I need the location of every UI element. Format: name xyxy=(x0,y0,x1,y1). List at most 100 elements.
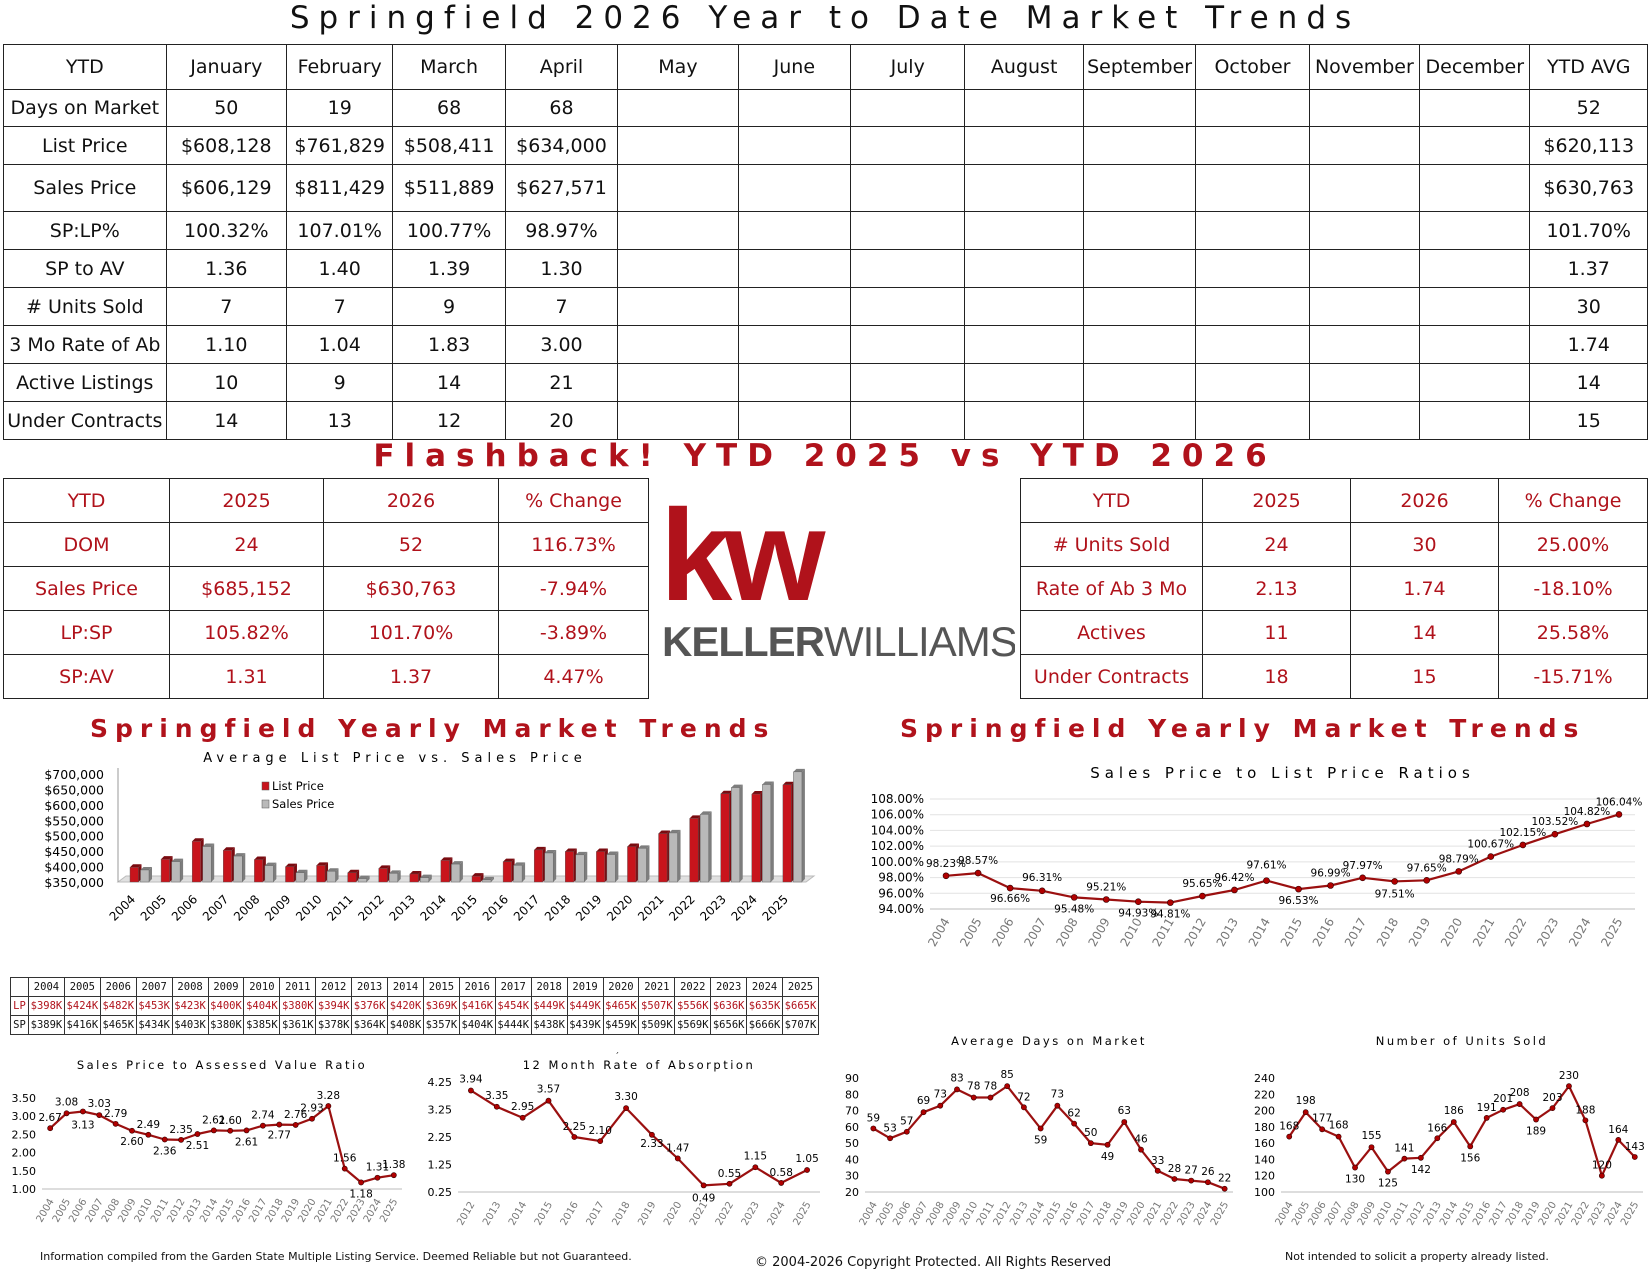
table-cell xyxy=(1082,401,1197,440)
x-tick-label: 2022 xyxy=(1502,916,1529,949)
bar xyxy=(668,832,678,883)
data-label: 2.35 xyxy=(169,1124,192,1136)
units-sold-chart: Number of Units Sold 100 120 140 160 180 200 22… xyxy=(1254,1034,1645,1228)
x-tick-label: 2025 xyxy=(760,892,791,923)
data-label: 2.95 xyxy=(511,1101,534,1113)
x-tick-label: 2007 xyxy=(200,892,231,923)
table-cell xyxy=(1308,164,1421,212)
table-row: Actives 11 14 25.58% xyxy=(1020,610,1648,655)
bar-top xyxy=(658,830,671,834)
table-cell xyxy=(737,126,852,165)
bar-side xyxy=(615,851,619,882)
y-tick-label: $550,000 xyxy=(44,813,104,828)
data-label: 156 xyxy=(1460,1152,1480,1164)
data-point xyxy=(1434,1135,1441,1142)
table-cell xyxy=(617,249,739,288)
y-tick-label: 2.25 xyxy=(428,1131,453,1144)
table-cell: $403K xyxy=(171,1015,209,1035)
data-point xyxy=(1263,877,1270,884)
bar xyxy=(409,873,419,883)
data-point xyxy=(1615,811,1623,818)
y-tick-label: 94.00% xyxy=(878,902,924,916)
row-label: SP:AV xyxy=(3,654,170,699)
table-cell xyxy=(1195,89,1310,127)
bar-top xyxy=(762,781,774,785)
table-cell: 116.73% xyxy=(498,522,649,567)
data-label: 2.60 xyxy=(218,1115,241,1127)
data-label: 3.94 xyxy=(459,1074,483,1086)
table-cell xyxy=(1082,249,1197,288)
bar xyxy=(565,851,574,883)
data-label: 62 xyxy=(1067,1108,1080,1120)
data-label: 73 xyxy=(1051,1089,1064,1101)
y-tick-label: 30 xyxy=(845,1170,859,1183)
bar xyxy=(544,852,554,883)
bar-side xyxy=(211,843,215,882)
data-label: 2.77 xyxy=(268,1130,291,1142)
bar xyxy=(160,858,170,883)
row-label: LP xyxy=(10,996,29,1016)
data-point xyxy=(674,1155,681,1162)
data-label: 2.25 xyxy=(563,1121,586,1133)
bar-top xyxy=(192,838,204,842)
table-cell xyxy=(1195,249,1310,288)
data-label: 97.65% xyxy=(1407,862,1447,874)
data-point xyxy=(1221,1185,1228,1192)
table-cell xyxy=(1082,211,1197,250)
bar xyxy=(782,784,792,883)
column-header: December xyxy=(1419,44,1531,90)
year-cell: 2016 xyxy=(458,977,496,997)
x-tick-label: 2017 xyxy=(1342,916,1369,949)
table-header-row: YTD January February March April May June July A… xyxy=(3,44,1648,90)
y-tick-label: 2.00 xyxy=(12,1147,37,1160)
table-cell: $707K xyxy=(782,1015,819,1035)
table-cell xyxy=(1082,89,1197,127)
year-cell: 2020 xyxy=(602,977,640,997)
table-cell xyxy=(964,211,1084,250)
data-point xyxy=(987,1094,994,1101)
x-tick-label: 2024 xyxy=(728,892,759,923)
data-label: 2.76 xyxy=(284,1109,308,1121)
table-cell xyxy=(964,287,1084,326)
table-row: Days on Market 50 19 68 68 52 xyxy=(3,89,1648,127)
data-label: 2.51 xyxy=(186,1140,209,1152)
x-tick-label: 2004 xyxy=(107,892,138,923)
table-cell: $556K xyxy=(674,996,712,1016)
bar-top xyxy=(171,858,184,862)
bar-top xyxy=(575,851,588,855)
y-tick-label: 3.50 xyxy=(12,1092,37,1105)
data-label: 0.49 xyxy=(692,1192,715,1204)
table-cell xyxy=(964,89,1084,127)
yearly-trends-title-right: Springfield Yearly Market Trends xyxy=(900,714,1586,743)
bar-top xyxy=(731,784,743,788)
chart-title: 12 Month Rate of Absorption xyxy=(523,1058,756,1072)
data-point xyxy=(1450,1119,1457,1125)
year-cell: 2022 xyxy=(674,977,712,997)
column-header: YTD AVG xyxy=(1529,44,1648,90)
y-tick-label: 98.00% xyxy=(878,871,924,885)
table-row: SP:LP% 100.32% 107.01% 100.77% 98.97% 101.70% xyxy=(3,211,1648,250)
year-cell: 2025 xyxy=(782,977,819,997)
table-cell: $380K xyxy=(207,1015,245,1035)
table-cell: 2.13 xyxy=(1202,566,1351,611)
bar-top xyxy=(378,865,391,869)
bar-side xyxy=(801,768,805,882)
table-cell: $507K xyxy=(638,996,676,1016)
data-point xyxy=(374,1174,381,1181)
table-cell: 18 xyxy=(1202,654,1351,699)
bar-side xyxy=(180,858,184,882)
column-header: August xyxy=(964,44,1084,90)
table-cell xyxy=(1308,89,1421,127)
data-point xyxy=(597,1138,604,1145)
year-cell: 2023 xyxy=(710,977,748,997)
data-label: 26 xyxy=(1201,1166,1215,1178)
x-tick-label: 2004 xyxy=(925,916,952,949)
bar xyxy=(347,872,357,883)
table-cell: -3.89% xyxy=(498,610,649,655)
data-point xyxy=(1327,882,1334,889)
bar xyxy=(637,848,647,883)
data-point xyxy=(970,1094,977,1101)
table-cell: -15.71% xyxy=(1498,654,1648,699)
data-point xyxy=(468,1087,474,1094)
table-cell: $380K xyxy=(279,996,317,1016)
